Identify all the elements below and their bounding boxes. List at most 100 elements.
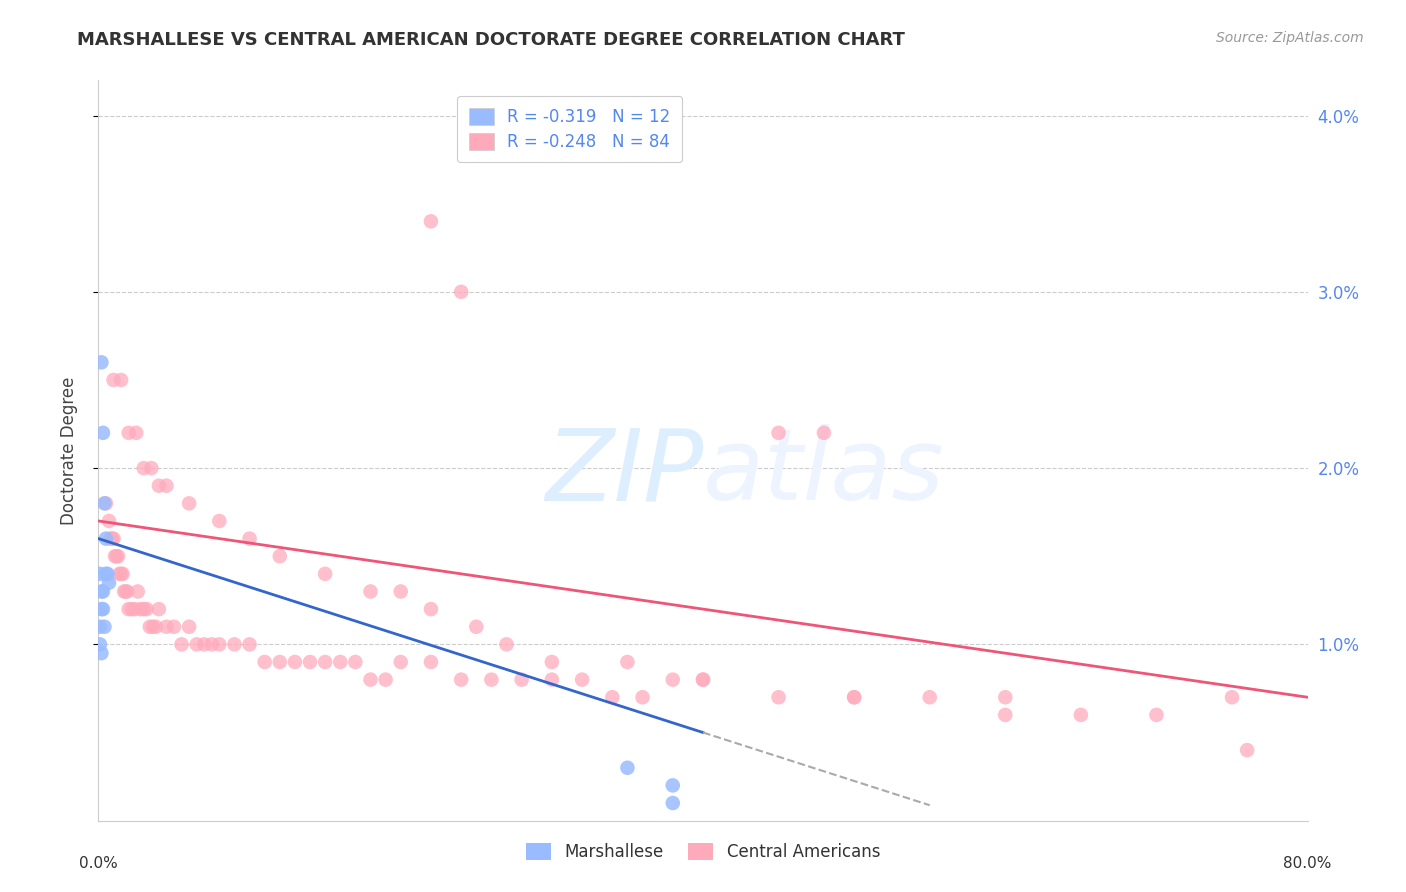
Point — [344, 655, 367, 669]
Point — [112, 584, 135, 599]
Point — [495, 637, 517, 651]
Point — [142, 620, 165, 634]
Point — [155, 479, 177, 493]
Point — [89, 566, 111, 581]
Point — [284, 655, 307, 669]
Point — [170, 637, 193, 651]
Point — [145, 620, 167, 634]
Y-axis label: Doctorate Degree: Doctorate Degree — [59, 376, 77, 524]
Point — [994, 707, 1017, 722]
Point — [224, 637, 246, 651]
Point — [1236, 743, 1258, 757]
Point — [692, 673, 714, 687]
Point — [91, 425, 114, 440]
Point — [692, 673, 714, 687]
Point — [602, 690, 624, 705]
Point — [115, 584, 138, 599]
Point — [768, 690, 790, 705]
Point — [98, 575, 121, 590]
Legend: Marshallese, Central Americans: Marshallese, Central Americans — [519, 837, 887, 868]
Text: Source: ZipAtlas.com: Source: ZipAtlas.com — [1216, 31, 1364, 45]
Point — [768, 425, 790, 440]
Point — [90, 602, 112, 616]
Point — [389, 655, 412, 669]
Point — [360, 584, 382, 599]
Point — [186, 637, 208, 651]
Point — [89, 637, 111, 651]
Point — [107, 549, 129, 564]
Point — [616, 761, 638, 775]
Point — [96, 566, 118, 581]
Point — [114, 584, 136, 599]
Point — [148, 479, 170, 493]
Point — [813, 425, 835, 440]
Point — [110, 373, 132, 387]
Text: 0.0%: 0.0% — [79, 856, 118, 871]
Point — [91, 602, 114, 616]
Point — [299, 655, 322, 669]
Point — [121, 602, 143, 616]
Point — [1144, 707, 1167, 722]
Point — [135, 602, 157, 616]
Point — [93, 620, 115, 634]
Point — [98, 514, 121, 528]
Point — [193, 637, 215, 651]
Point — [91, 584, 114, 599]
Point — [129, 602, 152, 616]
Point — [661, 673, 683, 687]
Point — [844, 690, 866, 705]
Point — [631, 690, 654, 705]
Point — [571, 673, 593, 687]
Point — [360, 673, 382, 687]
Point — [90, 355, 112, 369]
Point — [124, 602, 146, 616]
Text: MARSHALLESE VS CENTRAL AMERICAN DOCTORATE DEGREE CORRELATION CHART: MARSHALLESE VS CENTRAL AMERICAN DOCTORAT… — [77, 31, 905, 49]
Point — [132, 461, 155, 475]
Point — [481, 673, 503, 687]
Point — [93, 496, 115, 510]
Point — [253, 655, 276, 669]
Point — [420, 214, 443, 228]
Point — [105, 549, 128, 564]
Point — [420, 602, 443, 616]
Point — [104, 549, 127, 564]
Point — [110, 566, 132, 581]
Point — [239, 532, 262, 546]
Point — [118, 602, 141, 616]
Point — [994, 690, 1017, 705]
Point — [450, 285, 472, 299]
Point — [510, 673, 533, 687]
Point — [111, 566, 134, 581]
Point — [90, 646, 112, 660]
Point — [127, 584, 149, 599]
Point — [100, 532, 122, 546]
Point — [89, 620, 111, 634]
Point — [420, 655, 443, 669]
Point — [269, 549, 291, 564]
Point — [155, 620, 177, 634]
Point — [314, 566, 336, 581]
Point — [661, 778, 683, 792]
Point — [201, 637, 224, 651]
Point — [844, 690, 866, 705]
Point — [269, 655, 291, 669]
Point — [661, 796, 683, 810]
Point — [94, 532, 117, 546]
Point — [141, 461, 163, 475]
Point — [139, 620, 162, 634]
Point — [374, 673, 396, 687]
Point — [132, 602, 155, 616]
Point — [540, 655, 562, 669]
Point — [90, 584, 112, 599]
Text: 80.0%: 80.0% — [1284, 856, 1331, 871]
Text: ZIP: ZIP — [544, 425, 703, 521]
Point — [163, 620, 186, 634]
Point — [329, 655, 352, 669]
Point — [118, 425, 141, 440]
Point — [314, 655, 336, 669]
Point — [179, 620, 201, 634]
Point — [101, 532, 124, 546]
Point — [616, 655, 638, 669]
Point — [1070, 707, 1092, 722]
Point — [465, 620, 488, 634]
